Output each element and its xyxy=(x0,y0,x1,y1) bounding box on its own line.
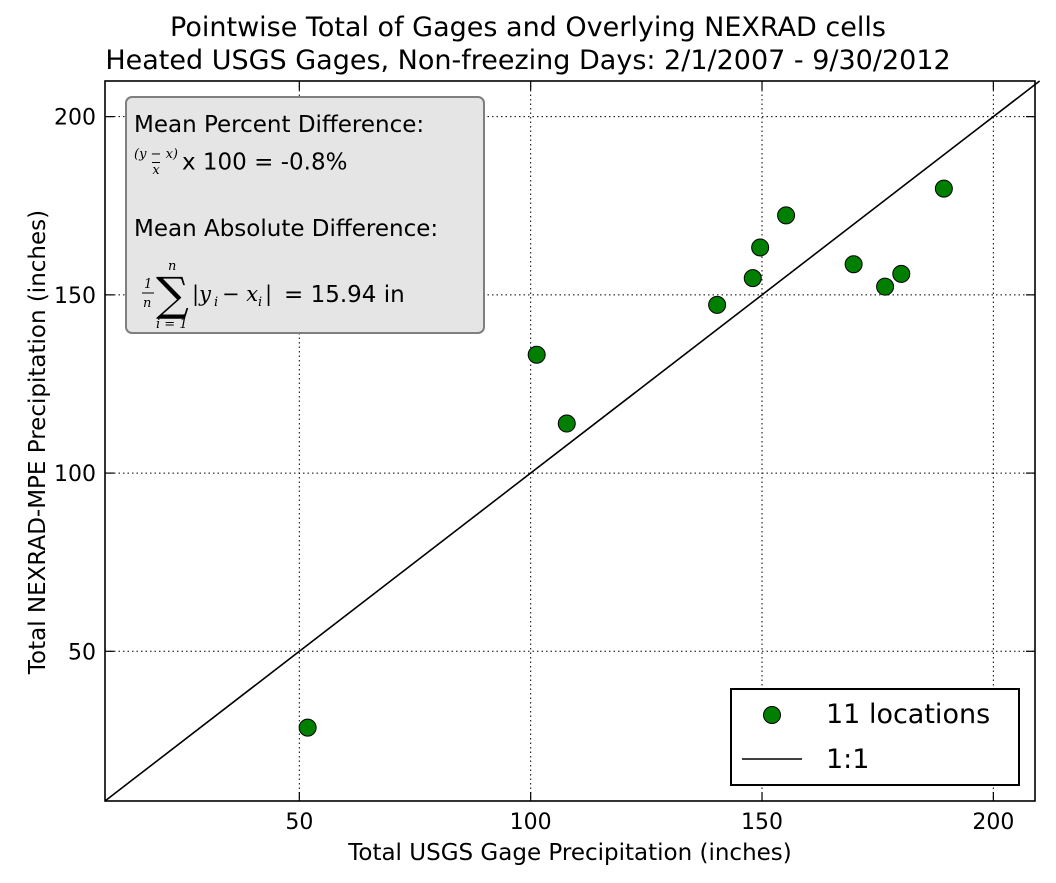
legend-marker-locations xyxy=(763,706,781,724)
percent-difference-formula: (y − x) x x 100 = -0.8% xyxy=(134,148,347,178)
legend-label-1-1: 1:1 xyxy=(826,744,870,775)
x-tick-label: 50 xyxy=(285,810,313,835)
y-axis-label: Total NEXRAD-MPE Precipitation (inches) xyxy=(25,209,51,675)
grid-lines xyxy=(105,81,1035,801)
svg-text:n: n xyxy=(168,259,176,274)
x-tick-label: 200 xyxy=(972,810,1014,835)
x-tick-label: 100 xyxy=(510,810,552,835)
y-tick-label: 150 xyxy=(54,284,96,309)
data-point xyxy=(527,345,546,364)
plot-frame xyxy=(104,80,1036,802)
svg-text:∑: ∑ xyxy=(156,267,189,321)
axis-ticks: 50 100 150 200 50 100 150 200 xyxy=(54,81,1035,835)
mean-absolute-difference-label: Mean Absolute Difference: xyxy=(134,216,439,242)
percent-difference-value: x 100 = -0.8% xyxy=(181,149,348,176)
fraction-formula: (y − x) x xyxy=(134,147,178,178)
svg-text:− x: − x xyxy=(222,282,258,306)
data-point xyxy=(708,295,727,314)
x-tick-label: 150 xyxy=(741,810,783,835)
chart-title: Pointwise Total of Gages and Overlying N… xyxy=(170,12,886,43)
x-axis-label: Total USGS Gage Precipitation (inches) xyxy=(348,840,792,866)
stats-annotation-box: Mean Percent Difference: (y − x) x x 100 =… xyxy=(125,96,485,334)
mean-percent-difference-label: Mean Percent Difference: xyxy=(134,112,425,138)
data-point xyxy=(743,269,762,288)
legend-markers xyxy=(742,706,802,760)
y-tick-label: 100 xyxy=(54,462,96,487)
absolute-difference-value: = 15.94 in xyxy=(284,282,405,308)
svg-text:n: n xyxy=(143,296,151,311)
data-point xyxy=(777,206,796,225)
absolute-difference-formula: 1 n n ∑ i = 1 |y i − x i | = 15.94 in xyxy=(134,258,405,332)
svg-text:|y: |y xyxy=(192,282,212,307)
svg-text:|: | xyxy=(265,282,272,307)
data-point xyxy=(557,414,576,433)
svg-text:i: i xyxy=(214,295,218,310)
data-point xyxy=(892,264,911,283)
y-tick-label: 50 xyxy=(68,640,96,665)
legend: 11 locations 1:1 xyxy=(730,688,1020,786)
data-point xyxy=(751,238,770,257)
one-to-one-line xyxy=(104,80,1041,802)
svg-text:i: i xyxy=(258,295,262,310)
data-point xyxy=(934,179,953,198)
data-point xyxy=(876,277,895,296)
data-point xyxy=(298,718,317,737)
chart-subtitle: Heated USGS Gages, Non-freezing Days: 2/… xyxy=(105,45,951,76)
svg-text:1: 1 xyxy=(144,277,152,292)
svg-text:i = 1: i = 1 xyxy=(156,317,188,332)
data-points xyxy=(298,179,953,737)
legend-label-locations: 11 locations xyxy=(826,699,991,730)
summation-formula: 1 n n ∑ i = 1 |y i − x i | xyxy=(142,259,272,332)
y-tick-label: 200 xyxy=(54,106,96,131)
data-point xyxy=(844,255,863,274)
